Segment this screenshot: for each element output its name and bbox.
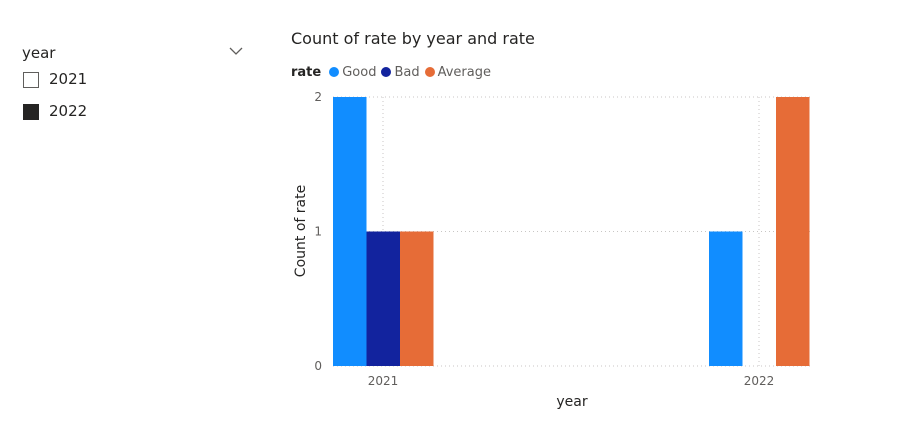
- bar-average-2022[interactable]: [776, 97, 810, 366]
- x-axis: 2021 2022: [368, 374, 775, 388]
- x-tick-label: 2022: [744, 374, 775, 388]
- bar-average-2021[interactable]: [400, 231, 434, 367]
- bar-good-2022[interactable]: [709, 231, 743, 367]
- slicer-title: year: [22, 44, 56, 62]
- slicer-item-label: 2022: [49, 102, 88, 120]
- y-tick-label: 2: [314, 90, 322, 104]
- chart-legend: rate Good Bad Average: [291, 63, 496, 81]
- legend-item-good[interactable]: Good: [329, 65, 376, 80]
- legend-item-average[interactable]: Average: [424, 64, 491, 80]
- legend-label: Good: [342, 64, 377, 80]
- legend-title: rate: [291, 64, 322, 80]
- slicer-item-2021[interactable]: 2021: [22, 66, 244, 98]
- y-axis-title: Count of rate: [293, 185, 309, 277]
- x-tick-label: 2021: [368, 374, 399, 388]
- x-axis-title: year: [556, 394, 587, 410]
- slicer-item-label: 2021: [49, 70, 88, 88]
- legend-item-bad[interactable]: Bad: [381, 64, 420, 80]
- y-tick-label: 0: [314, 359, 322, 373]
- legend-swatch: [424, 67, 435, 77]
- bars: [333, 97, 810, 366]
- y-axis: 0 1 2: [314, 90, 322, 373]
- legend-label: Average: [437, 64, 491, 80]
- checkbox-2022[interactable]: [23, 104, 39, 120]
- bar-bad-2021[interactable]: [366, 231, 401, 367]
- bar-good-2021[interactable]: [333, 97, 367, 366]
- legend-swatch: [329, 67, 340, 77]
- checkbox-2021[interactable]: [23, 72, 39, 88]
- slicer-item-2022[interactable]: 2022: [22, 98, 244, 130]
- chart-title: Count of rate by year and rate: [291, 29, 535, 48]
- chevron-down-icon[interactable]: [228, 43, 244, 59]
- year-slicer: year 2021 2022: [22, 40, 244, 130]
- slicer-header[interactable]: year: [22, 40, 244, 66]
- legend-swatch: [381, 67, 392, 77]
- y-tick-label: 1: [314, 225, 322, 239]
- legend-label: Bad: [394, 64, 420, 80]
